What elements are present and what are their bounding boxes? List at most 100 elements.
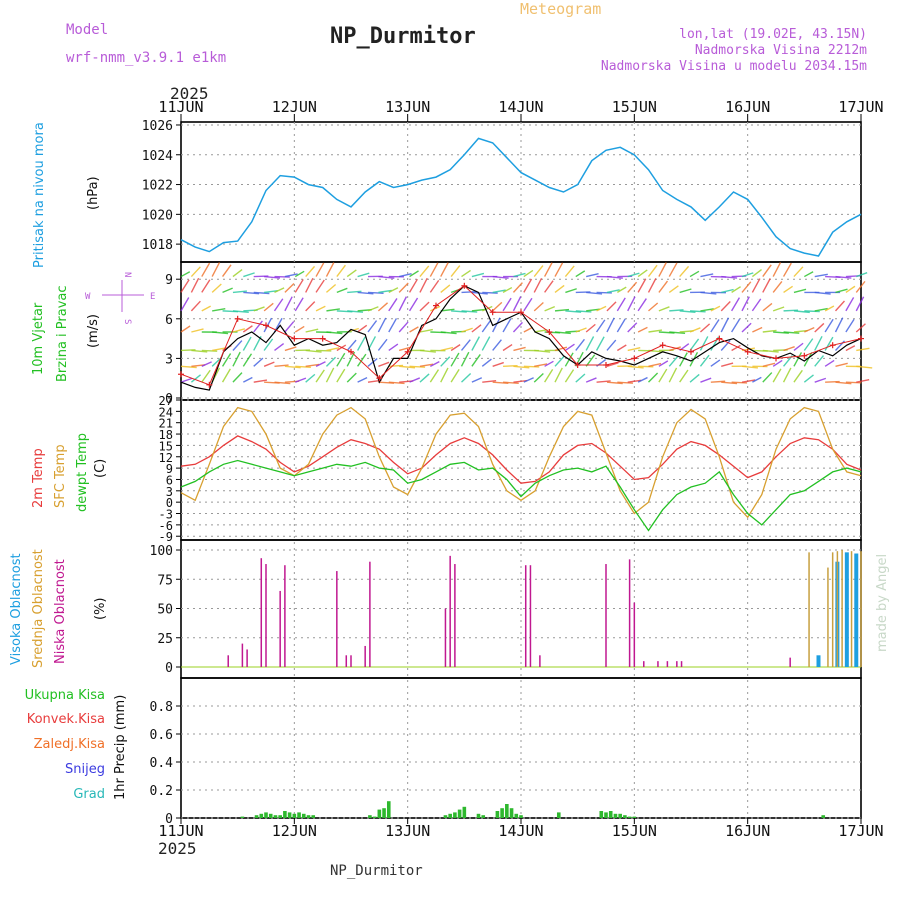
cloud-y-tick-label: 50: [157, 603, 173, 618]
wind-barb: [648, 329, 663, 333]
low-cloud-bar: [539, 655, 541, 667]
wind-barb: [180, 365, 197, 369]
wind-barb: [751, 298, 762, 312]
wind-barb: [586, 291, 603, 295]
wind-barb: [689, 270, 700, 278]
wind-barb: [180, 279, 190, 293]
wind-barb: [668, 367, 678, 383]
wind-barb: [544, 360, 554, 367]
precip-bar: [264, 812, 268, 818]
wind-barb: [232, 372, 243, 383]
wind-barb: [554, 308, 570, 312]
x-tick-top: 17JUN: [838, 98, 883, 116]
wind-barb: [773, 331, 789, 334]
wind-barb: [585, 323, 596, 333]
precip-bar: [476, 813, 481, 818]
precip-bar: [604, 812, 608, 818]
wind-barb: [440, 262, 449, 277]
wind-barb: [762, 329, 777, 333]
wind-barb: [440, 356, 451, 367]
precip-bar: [462, 806, 467, 818]
wind-barb: [679, 288, 692, 294]
wind-barb: [575, 327, 587, 333]
wind-barb: [575, 338, 585, 351]
precip-bar: [292, 813, 297, 818]
wind-ylabel-1: 10m Vjetar: [31, 302, 46, 375]
wind-barb: [856, 365, 873, 369]
low-cloud-bar: [628, 559, 631, 667]
wind-barb: [243, 376, 253, 383]
wind-barb: [263, 338, 274, 351]
precip-bar: [311, 815, 316, 818]
wind-barb: [669, 309, 684, 312]
wind-barb: [325, 283, 337, 293]
wind-barb: [191, 364, 206, 368]
wind-barb: [700, 291, 717, 295]
wind-barb: [627, 322, 638, 333]
wind-barb: [575, 270, 586, 278]
wind-barb: [845, 345, 856, 352]
wind-barb: [451, 310, 467, 313]
compass-rose-icon: N S W E: [85, 272, 155, 324]
wind-barb: [720, 317, 730, 333]
wind-barb: [814, 355, 825, 367]
wind-barb: [253, 291, 270, 295]
year-bottom: 2025: [158, 839, 197, 858]
pressure-y-tick-label: 1020: [142, 208, 173, 223]
model-value: wrf-nmm_v3.9.1 e1km: [66, 50, 226, 66]
precip-bar: [514, 813, 519, 818]
wind-barb: [482, 379, 497, 383]
wind-barb: [803, 374, 814, 383]
wind-barb: [212, 347, 226, 352]
low-cloud-bar: [364, 645, 366, 667]
wind-barb: [845, 297, 855, 312]
wind-barb: [741, 296, 750, 312]
temp-y-tick-label: -3: [159, 508, 173, 522]
wind-barb: [388, 298, 398, 312]
wind-barb: [783, 346, 795, 352]
wind-barb: [647, 264, 658, 277]
wind-barb: [378, 275, 395, 279]
wind-barb: [378, 361, 390, 367]
precip-bar: [301, 813, 306, 818]
wind-barb: [502, 318, 512, 333]
wind-barb: [419, 265, 430, 278]
low-cloud-bar: [643, 661, 645, 667]
wind-barb: [263, 302, 274, 312]
mid-cloud-bar: [827, 567, 829, 667]
wind-barb: [336, 368, 346, 383]
wind-barb: [544, 368, 554, 383]
wind-barb: [502, 343, 513, 352]
wind-barb: [408, 297, 419, 312]
wind-barb: [741, 322, 752, 333]
wind-barb: [814, 335, 823, 351]
wind-barb: [627, 365, 644, 369]
wind-barb: [357, 272, 370, 278]
wind-barb: [450, 352, 460, 367]
wind-barb: [699, 323, 711, 333]
precip-bar: [259, 813, 264, 818]
wind-barb: [803, 271, 814, 278]
wind-barb: [190, 277, 200, 293]
wind-barb: [388, 318, 398, 333]
wind-barb: [284, 346, 297, 352]
wind-barb: [586, 273, 599, 278]
wind-barb: [326, 331, 343, 335]
precip-bar: [443, 815, 448, 818]
wind-barb: [762, 278, 771, 293]
wind-barb: [357, 353, 367, 367]
precip-bar: [273, 815, 278, 818]
wind-barb: [294, 297, 304, 312]
wind-barb: [595, 319, 606, 333]
wind-barb: [855, 280, 866, 293]
wind-barb: [294, 325, 305, 333]
precip-y-tick-label: 0.4: [150, 756, 174, 771]
wind-barb: [201, 262, 211, 277]
precip-bar: [500, 808, 504, 818]
wind-y-tick-label: 9: [165, 273, 173, 288]
wind-barb: [347, 310, 364, 313]
wind-barb: [564, 265, 575, 278]
wind-barb: [347, 290, 362, 294]
wind-barb: [668, 355, 679, 367]
wind-barb: [430, 360, 440, 367]
